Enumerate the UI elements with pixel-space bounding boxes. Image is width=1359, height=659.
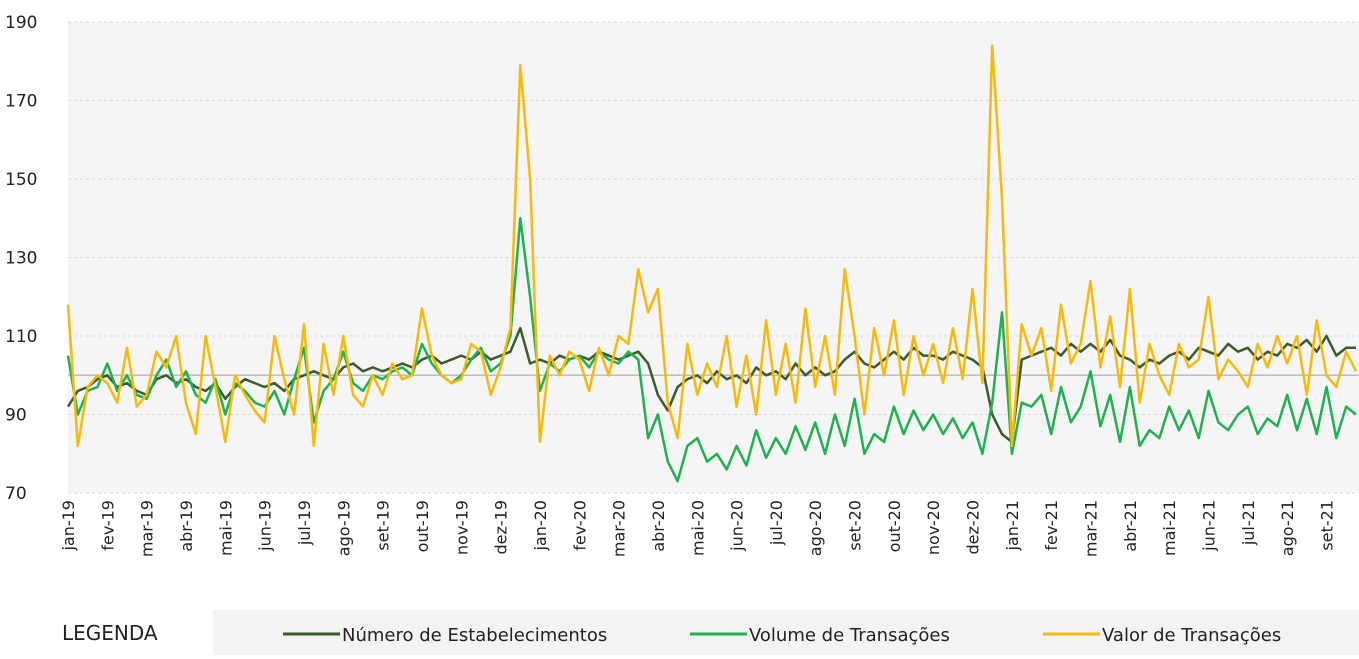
x-tick-label: mar-19 [138, 500, 157, 557]
x-tick-label: jun-20 [728, 500, 747, 552]
x-tick-label: mar-20 [610, 500, 629, 557]
x-tick-label: jul-19 [295, 500, 314, 546]
x-tick-label: fev-19 [98, 500, 117, 551]
x-tick-label: dez-20 [964, 500, 983, 555]
y-tick-label: 170 [5, 92, 37, 112]
x-tick-label: jul-20 [767, 500, 786, 546]
x-tick-label: jun-19 [256, 500, 275, 552]
x-tick-label: fev-21 [1042, 500, 1061, 551]
x-tick-label: jun-21 [1200, 500, 1219, 552]
x-tick-label: jan-21 [1003, 500, 1022, 552]
x-tick-label: jan-20 [531, 500, 550, 552]
y-tick-label: 190 [5, 13, 37, 33]
x-tick-label: set-21 [1318, 500, 1337, 551]
x-tick-label: mar-21 [1082, 500, 1101, 557]
y-tick-label: 130 [5, 249, 37, 269]
legend-label: Número de Estabelecimentos [342, 625, 607, 646]
x-tick-label: ago-20 [806, 500, 825, 556]
x-tick-label: nov-19 [452, 500, 471, 555]
x-tick-label: set-20 [846, 500, 865, 551]
x-tick-label: mai-20 [688, 500, 707, 556]
x-tick-label: dez-19 [492, 500, 511, 555]
legend-box [213, 610, 1359, 655]
y-tick-label: 110 [5, 327, 37, 347]
x-tick-label: out-20 [885, 500, 904, 552]
x-tick-label: fev-20 [570, 500, 589, 551]
x-tick-label: jul-21 [1239, 500, 1258, 546]
y-tick-label: 150 [5, 170, 37, 190]
x-tick-label: mai-21 [1160, 500, 1179, 556]
series-line [66, 217, 1357, 483]
x-tick-label: nov-20 [924, 500, 943, 555]
x-tick-label: ago-21 [1278, 500, 1297, 556]
x-tick-label: out-19 [413, 500, 432, 552]
x-tick-label: jan-19 [59, 500, 78, 552]
y-tick-label: 90 [5, 406, 27, 426]
x-tick-label: set-19 [374, 500, 393, 551]
legend-label: Volume de Transações [749, 625, 950, 646]
x-tick-label: abr-21 [1121, 500, 1140, 552]
y-tick-label: 70 [5, 484, 27, 504]
series-line [66, 44, 1358, 448]
legend-label: Valor de Transações [1102, 625, 1281, 646]
x-tick-label: abr-19 [177, 500, 196, 552]
x-tick-label: ago-19 [334, 500, 353, 556]
x-tick-label: abr-20 [649, 500, 668, 552]
x-tick-label: mai-19 [216, 500, 235, 556]
legend-title: LEGENDA [62, 621, 158, 645]
